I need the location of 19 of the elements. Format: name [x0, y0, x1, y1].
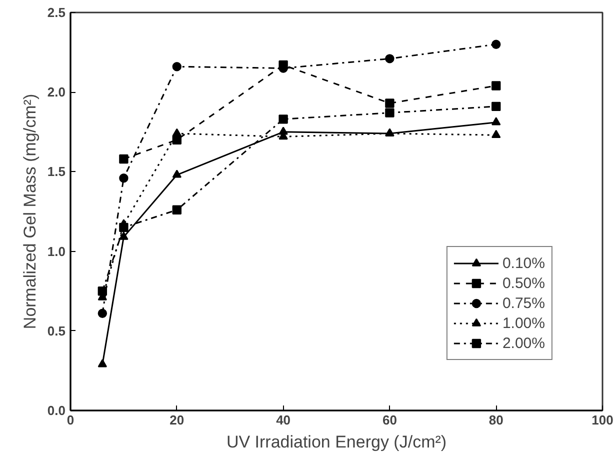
y-tick-label: 1.0 — [47, 244, 66, 259]
legend-label: 1.00% — [502, 314, 545, 332]
x-tick-label: 80 — [488, 412, 504, 428]
x-tick-label: 20 — [170, 412, 184, 428]
y-tick-label: 1.5 — [47, 164, 66, 180]
y-tick-label: 2.5 — [47, 5, 66, 20]
x-tick-label: 60 — [382, 412, 397, 428]
y-tick-label: 2.0 — [47, 84, 66, 100]
x-tick-label: 100 — [592, 412, 614, 428]
legend-label: 2.00% — [502, 334, 545, 352]
legend-label: 0.50% — [502, 274, 545, 292]
y-axis-title: Normalized Gel Mass (mg/cm²) — [20, 94, 40, 330]
x-tick-label: 0 — [66, 412, 74, 428]
y-tick-label: 0.0 — [47, 403, 66, 418]
x-axis-title: UV Irradiation Energy (J/cm²) — [226, 432, 447, 452]
legend-label: 0.75% — [502, 294, 545, 312]
y-tick-label: 0.5 — [47, 323, 66, 338]
legend-label: 0.10% — [502, 254, 545, 272]
x-tick-label: 40 — [276, 412, 291, 428]
